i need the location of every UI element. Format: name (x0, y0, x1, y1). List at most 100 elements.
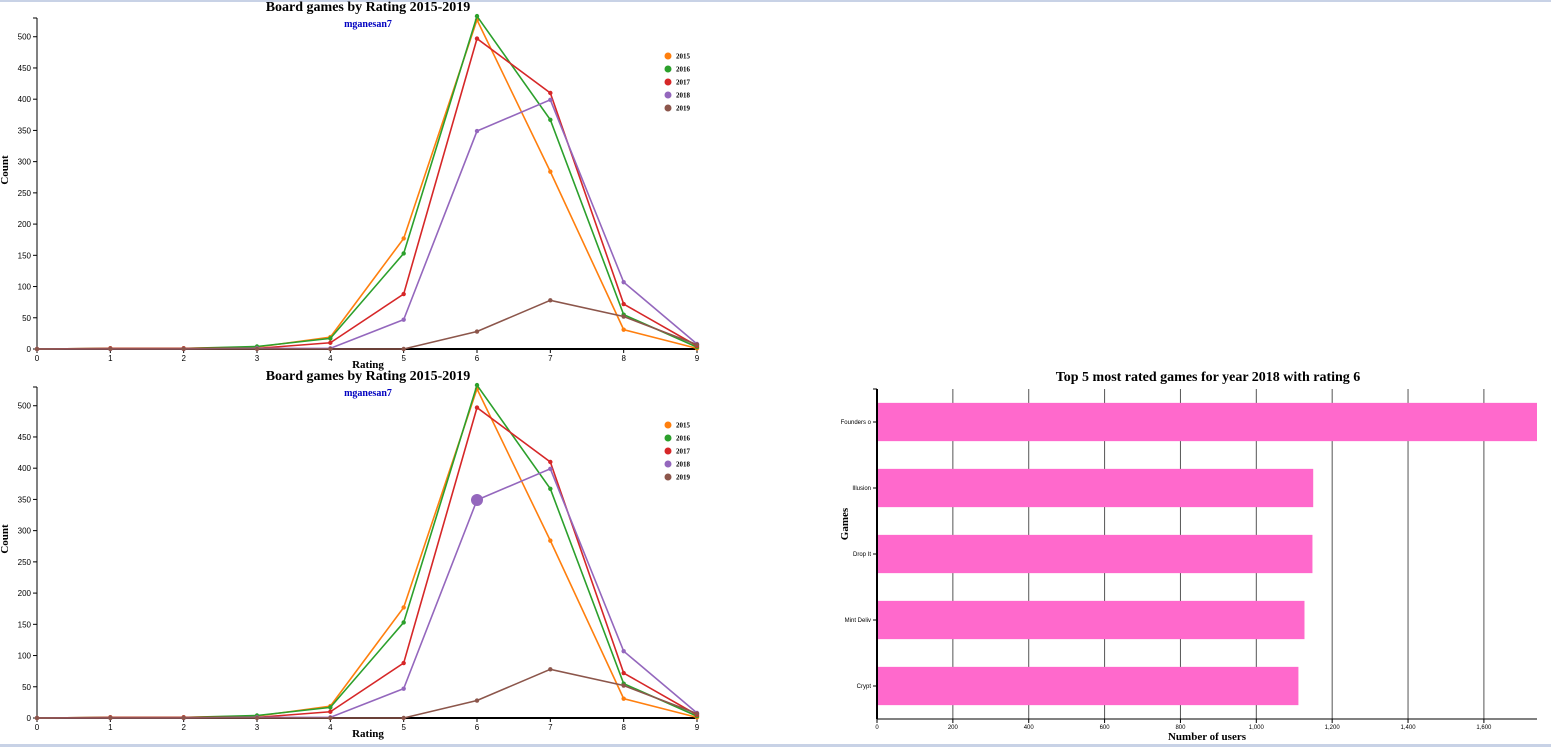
y-tick-label: 150 (18, 251, 32, 260)
bar-founders-o (877, 402, 1537, 442)
series-point-2015 (621, 327, 626, 332)
x-tick-label: 4 (328, 354, 333, 363)
bar-chart-top-games: Top 5 most rated games for year 2018 wit… (839, 370, 1537, 743)
series-point-2015 (401, 605, 406, 610)
chart-title: Board games by Rating 2015-2019 (266, 0, 471, 15)
series-line-2017 (36, 406, 698, 719)
x-tick-label: 400 (1024, 725, 1035, 731)
legend-label-2015: 2015 (676, 422, 691, 430)
series-point-2017 (328, 709, 333, 714)
series-line-2019 (37, 299, 698, 350)
series-point-2019 (474, 698, 480, 703)
legend-swatch-2017 (664, 447, 672, 455)
series-line-2016 (36, 383, 698, 719)
legend-label-2016: 2016 (676, 435, 691, 443)
bar-drop-it (877, 534, 1313, 574)
x-tick-label: 0 (875, 725, 879, 731)
y-tick-label: 500 (18, 402, 32, 411)
x-tick-label: 5 (401, 354, 406, 363)
series-point-2019 (548, 667, 553, 672)
series-line-2019 (37, 668, 698, 719)
y-tick-label: Crypt (857, 684, 872, 690)
series-point-2018 (474, 128, 480, 134)
y-tick-label: 500 (18, 33, 32, 42)
chart-subtitle: mganesan7 (344, 388, 392, 399)
y-tick-label: 300 (18, 158, 32, 167)
bottom-border (0, 744, 1551, 747)
chart-title: Top 5 most rated games for year 2018 wit… (1056, 370, 1361, 385)
legend-label-2015: 2015 (676, 53, 691, 61)
y-tick-label: 350 (18, 495, 32, 504)
y-tick-label: 250 (18, 189, 32, 198)
y-tick-label: 150 (18, 620, 32, 629)
y-tick-label: 0 (27, 714, 32, 723)
x-tick-label: 1,200 (1325, 725, 1341, 731)
x-tick-label: 9 (695, 354, 700, 363)
x-tick-label: 8 (621, 354, 626, 363)
legend-label-2017: 2017 (676, 448, 691, 456)
series-point-2016 (401, 620, 406, 625)
x-tick-label: 5 (401, 723, 406, 732)
series-point-2015 (621, 696, 626, 701)
series-point-2017 (621, 301, 626, 307)
series-line-2015 (36, 17, 698, 350)
series-point-2019 (34, 715, 40, 721)
y-axis-label: Count (0, 524, 11, 554)
x-tick-label: 0 (35, 723, 40, 732)
x-tick-label: 1,400 (1401, 725, 1417, 731)
x-tick-label: 7 (548, 354, 553, 363)
x-tick-label: 0 (35, 354, 40, 363)
y-tick-label: 50 (22, 314, 31, 323)
y-tick-label: Drop It (853, 552, 871, 558)
x-tick-label: 2 (181, 354, 186, 363)
y-tick-label: Founders o (841, 420, 872, 426)
series-point-2017 (328, 340, 333, 345)
x-tick-label: 1,000 (1249, 725, 1265, 731)
legend-swatch-2019 (664, 104, 672, 112)
series-point-2017 (621, 670, 626, 676)
y-tick-label: Illusion (852, 486, 871, 492)
bar-mint-delivery (877, 600, 1305, 640)
series-line-2017 (36, 37, 698, 350)
bar-illusion (877, 468, 1314, 508)
legend-swatch-2016 (664, 434, 672, 442)
series-point-2016 (548, 117, 553, 122)
series-point-2018 (471, 494, 483, 507)
legend-swatch-2015 (664, 52, 672, 60)
series-point-2019 (254, 715, 260, 721)
legend-swatch-2018 (664, 91, 672, 99)
series-point-2018 (401, 317, 406, 322)
y-tick-label: 400 (18, 464, 32, 473)
legend-swatch-2018 (664, 460, 672, 468)
x-tick-label: 1 (108, 723, 113, 732)
series-point-2019 (474, 329, 480, 334)
x-tick-label: 3 (255, 354, 260, 363)
y-tick-label: 200 (18, 220, 32, 229)
y-axis-label: Games (839, 507, 851, 540)
x-tick-label: 3 (255, 723, 260, 732)
series-line-2015 (36, 386, 698, 719)
series-point-2019 (328, 715, 333, 721)
x-tick-label: 6 (475, 354, 480, 363)
series-point-2019 (621, 314, 626, 319)
x-tick-label: 4 (328, 723, 333, 732)
chart-title: Board games by Rating 2015-2019 (266, 369, 471, 384)
y-tick-label: Mint Deliv (845, 618, 871, 624)
legend-label-2017: 2017 (676, 79, 691, 87)
legend-label-2018: 2018 (676, 92, 691, 100)
series-point-2019 (401, 346, 406, 352)
x-tick-label: 1,600 (1476, 725, 1492, 731)
series-point-2018 (401, 686, 406, 691)
series-point-2019 (34, 346, 40, 352)
series-point-2016 (401, 251, 406, 256)
top-border (0, 0, 1551, 2)
series-point-2019 (621, 683, 626, 688)
x-tick-label: 2 (181, 723, 186, 732)
series-point-2019 (694, 711, 700, 716)
y-tick-label: 50 (22, 683, 31, 692)
x-tick-label: 600 (1100, 725, 1111, 731)
x-tick-label: 200 (948, 725, 959, 731)
series-point-2016 (474, 13, 480, 19)
series-point-2015 (548, 538, 553, 543)
legend-label-2019: 2019 (676, 105, 691, 113)
